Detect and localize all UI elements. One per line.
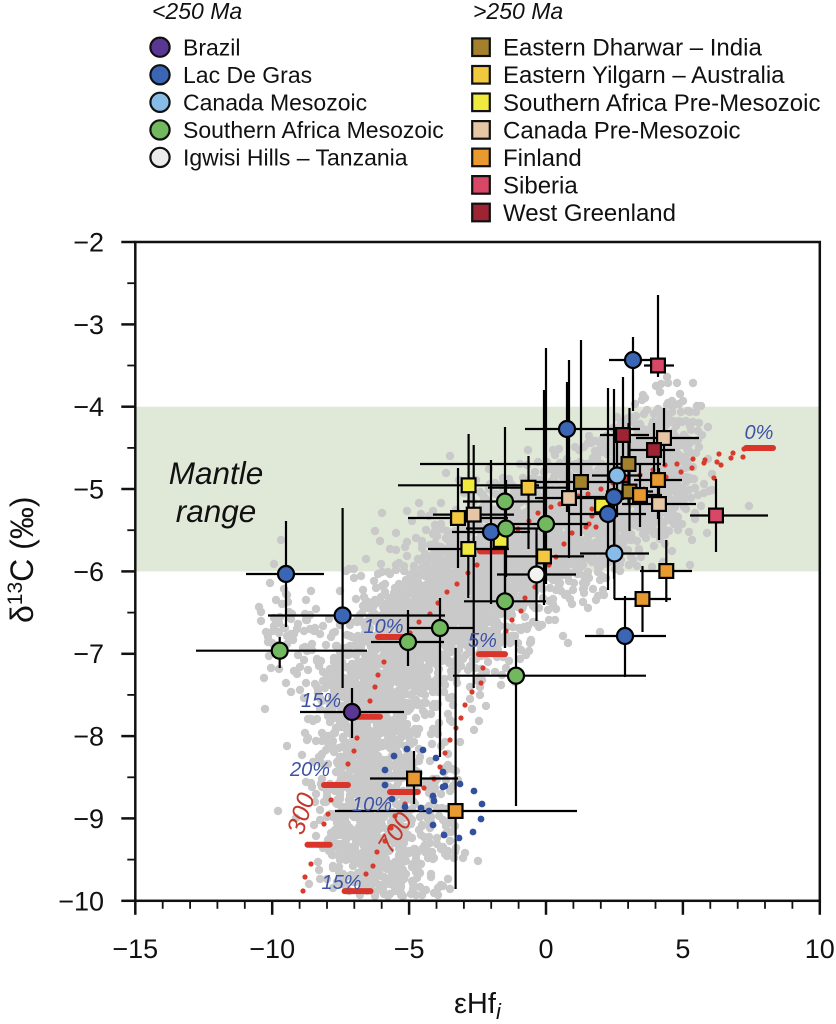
svg-text:Mantle: Mantle xyxy=(169,455,264,491)
svg-text:range: range xyxy=(176,493,257,529)
